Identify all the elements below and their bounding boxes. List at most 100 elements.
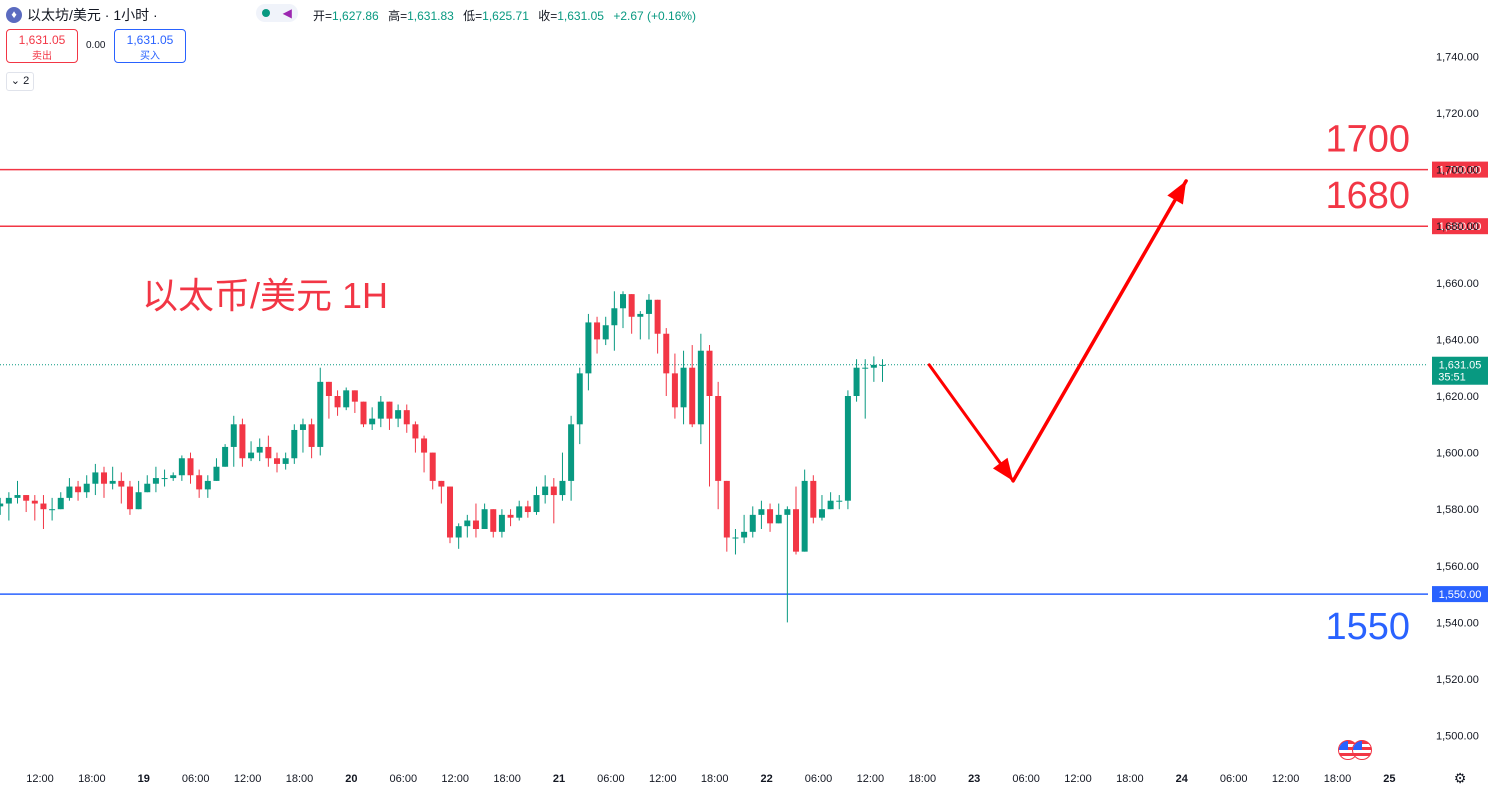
candle-body[interactable] [793,509,800,552]
candle-body[interactable] [196,475,203,490]
candle-body[interactable] [818,509,825,518]
candle-body[interactable] [775,514,782,524]
indicators-toggle-button[interactable]: ⌄ 2 [6,72,34,91]
projection-segment[interactable] [927,363,1015,483]
candle-body[interactable] [568,424,575,481]
candle-body[interactable] [161,478,168,480]
candle-body[interactable] [628,294,635,317]
candle-body[interactable] [325,381,332,396]
candle-body[interactable] [801,480,808,552]
candle-body[interactable] [40,503,47,510]
candle-body[interactable] [550,486,557,496]
candle-body[interactable] [447,486,454,538]
candle-body[interactable] [870,364,877,368]
candle-body[interactable] [118,480,125,487]
symbol-title[interactable]: 以太坊/美元 · 1小时 · [27,7,158,23]
candle-body[interactable] [542,486,549,496]
candle-body[interactable] [334,396,341,408]
candle-body[interactable] [213,466,220,481]
candle-body[interactable] [697,350,704,425]
candle-body[interactable] [299,424,306,430]
candle-body[interactable] [507,514,514,518]
candle-body[interactable] [343,390,350,408]
candle-body[interactable] [741,531,748,538]
candle-body[interactable] [844,396,851,501]
candle-body[interactable] [66,486,73,498]
candle-body[interactable] [265,446,272,459]
candle-body[interactable] [576,373,583,425]
candle-body[interactable] [421,438,428,453]
candle-body[interactable] [403,410,410,425]
candle-body[interactable] [204,480,211,490]
economic-events[interactable] [1338,740,1372,760]
candle-body[interactable] [239,424,246,459]
candle-body[interactable] [92,472,99,484]
candle-body[interactable] [455,526,462,538]
candle-body[interactable] [351,390,358,402]
candle-body[interactable] [620,294,627,309]
candle-body[interactable] [31,500,38,504]
candle-body[interactable] [481,509,488,530]
status-pill[interactable]: ◀ [256,4,298,22]
candle-body[interactable] [602,325,609,340]
candle-body[interactable] [109,480,116,484]
candle-body[interactable] [274,458,281,464]
candle-body[interactable] [810,480,817,518]
candle-body[interactable] [369,418,376,425]
candle-body[interactable] [827,500,834,510]
us-flag-icon[interactable] [1352,740,1372,760]
candle-body[interactable] [222,446,229,467]
candle-body[interactable] [83,483,90,493]
candle-body[interactable] [715,396,722,481]
candle-body[interactable] [464,520,471,527]
candle-body[interactable] [187,458,194,476]
candle-body[interactable] [170,475,177,479]
candle-body[interactable] [152,478,159,484]
candle-body[interactable] [14,495,21,498]
candle-body[interactable] [291,429,298,459]
candle-body[interactable] [723,480,730,538]
candle-body[interactable] [49,509,56,511]
candle-body[interactable] [308,424,315,447]
candle-body[interactable] [784,509,791,515]
candle-body[interactable] [611,308,618,326]
candle-body[interactable] [663,333,670,374]
candle-body[interactable] [671,373,678,408]
candle-body[interactable] [412,424,419,439]
candle-body[interactable] [490,509,497,532]
candle-body[interactable] [230,424,237,447]
candle-body[interactable] [282,458,289,464]
candle-body[interactable] [317,381,324,447]
candle-body[interactable] [377,401,384,419]
sell-button[interactable]: 1,631.05 卖出 [6,29,78,63]
candle-body[interactable] [360,401,367,425]
candle-body[interactable] [767,509,774,524]
candle-body[interactable] [498,514,505,532]
candle-body[interactable] [516,506,523,518]
candle-body[interactable] [559,480,566,496]
candle-body[interactable] [758,509,765,515]
candle-body[interactable] [472,520,479,530]
candle-body[interactable] [75,486,82,493]
candle-body[interactable] [594,322,601,340]
candle-body[interactable] [386,401,393,419]
candle-body[interactable] [836,500,843,502]
candle-body[interactable] [395,410,402,419]
candle-body[interactable] [749,514,756,532]
candle-body[interactable] [706,350,713,396]
gear-icon[interactable]: ⚙ [1453,770,1467,786]
buy-button[interactable]: 1,631.05 买入 [114,29,186,63]
projection-segment[interactable] [1011,179,1188,483]
candle-body[interactable] [126,486,133,510]
symbol-header[interactable]: ♦ 以太坊/美元 · 1小时 · [6,5,158,25]
candle-body[interactable] [879,364,886,366]
candle-body[interactable] [524,506,531,513]
candle-body[interactable] [178,458,185,476]
candle-body[interactable] [101,472,108,484]
candle-body[interactable] [732,537,739,539]
candle-body[interactable] [637,313,644,317]
candle-body[interactable] [144,483,151,493]
candle-body[interactable] [248,452,255,459]
candle-body[interactable] [57,497,64,510]
candle-body[interactable] [853,367,860,396]
